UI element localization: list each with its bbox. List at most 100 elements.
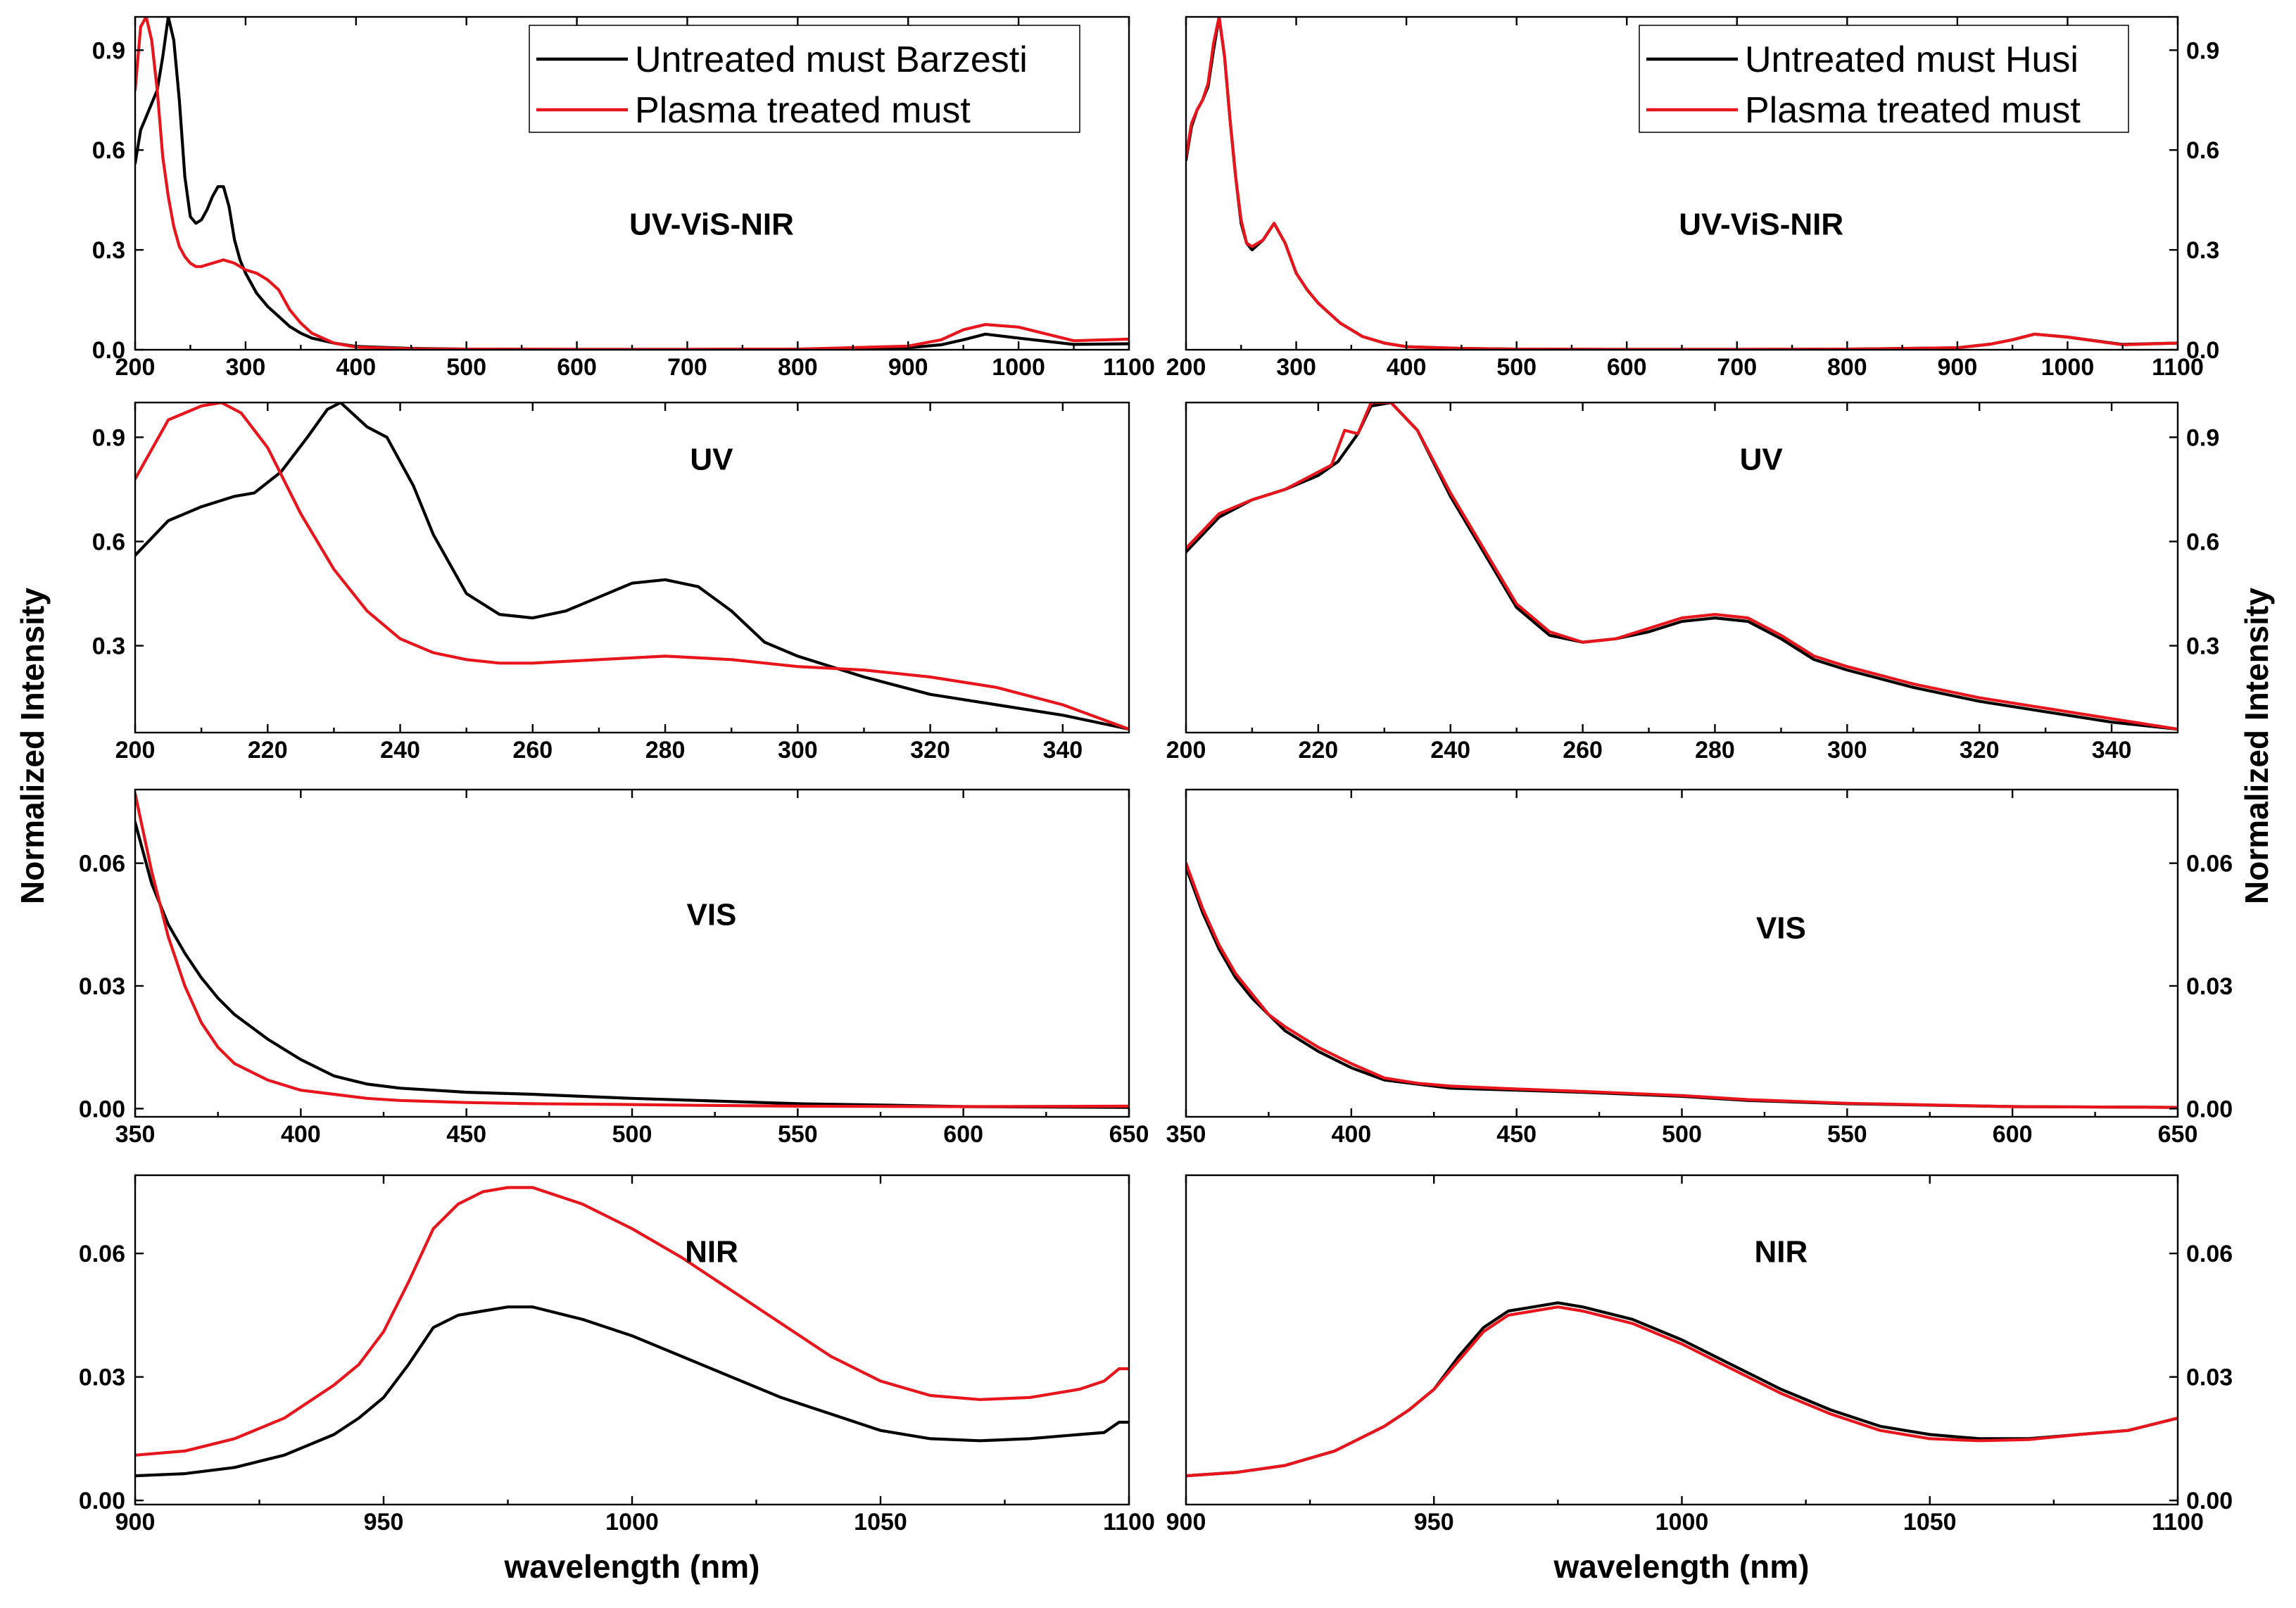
y-tick-label: 0.00 xyxy=(79,1488,125,1514)
y-tick-label: 0.3 xyxy=(2186,237,2219,264)
x-tick-label: 320 xyxy=(910,737,950,764)
plot-frame xyxy=(134,788,1130,1118)
legend: Untreated must Barzesti Plasma treated mu… xyxy=(529,25,1080,133)
panel-left-nir: 900 950 1000 1050 1100 0.00 0.03 0.06 NIR xyxy=(79,1174,1155,1536)
x-tick-label: 500 xyxy=(446,354,486,381)
x-tick-label: 200 xyxy=(115,737,156,764)
x-tick-label: 950 xyxy=(364,1509,404,1536)
series-group xyxy=(135,403,1129,731)
x-axis-title-right: wavelength (nm) xyxy=(1553,1548,1810,1585)
y-tick-label: 0.03 xyxy=(79,973,125,1000)
x-tick-label: 550 xyxy=(778,1121,818,1148)
x-tick-label: 900 xyxy=(888,354,928,381)
y-tick-label: 0.06 xyxy=(2186,851,2233,878)
x-tick-label: 260 xyxy=(1563,737,1603,764)
plot-frame xyxy=(134,401,1130,734)
panel-label: VIS xyxy=(1756,911,1806,945)
y-tick-label: 0.06 xyxy=(79,851,125,878)
x-tick-label: 340 xyxy=(2092,737,2132,764)
panel-right-uv: 200 220 240 260 280 300 320 340 0.3 0.6 0.9 UV xyxy=(1166,401,2219,764)
y-tick-label: 0.9 xyxy=(92,37,125,64)
panel-label: UV xyxy=(690,443,733,477)
y-tick-label: 0.0 xyxy=(92,337,125,364)
x-tick-label: 500 xyxy=(1662,1121,1702,1148)
y-tick-label: 0.6 xyxy=(2186,528,2219,555)
legend-box xyxy=(529,25,1080,133)
x-tick-label: 1100 xyxy=(1103,354,1155,381)
x-tick-label: 400 xyxy=(336,354,376,381)
x-tick-label: 500 xyxy=(1496,354,1537,381)
x-tick-label: 300 xyxy=(1276,354,1316,381)
x-tick-label: 200 xyxy=(1166,737,1206,764)
x-tick-label: 800 xyxy=(778,354,818,381)
x-tick-label: 900 xyxy=(115,1509,156,1536)
series-group xyxy=(1186,403,2178,731)
x-tick-label: 200 xyxy=(115,354,156,381)
y-tick-label: 0.00 xyxy=(2186,1096,2233,1122)
x-tick-label: 800 xyxy=(1827,354,1867,381)
y-tick-label: 0.06 xyxy=(2186,1241,2233,1267)
series-group xyxy=(135,1186,1129,1478)
y-tick-label: 0.3 xyxy=(2186,633,2219,660)
legend-label: Untreated must Husi xyxy=(1745,39,2079,80)
x-tick-label: 200 xyxy=(1166,354,1206,381)
x-tick-label: 500 xyxy=(612,1121,652,1148)
y-tick-label: 0.03 xyxy=(2186,973,2233,1000)
y-tick-label: 0.6 xyxy=(2186,137,2219,164)
x-tick-label: 400 xyxy=(1331,1121,1371,1148)
x-tick-label: 600 xyxy=(1993,1121,2033,1148)
legend-label: Untreated must Barzesti xyxy=(635,39,1028,80)
treated-series-line xyxy=(135,1186,1129,1457)
x-tick-label: 900 xyxy=(1166,1509,1206,1536)
y-tick-label: 0.0 xyxy=(2186,337,2219,364)
x-tick-label: 600 xyxy=(557,354,597,381)
x-tick-label: 700 xyxy=(1717,354,1757,381)
x-tick-label: 340 xyxy=(1042,737,1083,764)
untreated-series-line xyxy=(135,1305,1129,1478)
y-axis-title-right: Normalized Intensity xyxy=(2238,588,2275,904)
untreated-series-line xyxy=(1186,403,2178,731)
panel-label: NIR xyxy=(685,1235,738,1270)
x-tick-label: 650 xyxy=(2158,1121,2198,1148)
y-tick-label: 0.9 xyxy=(92,424,125,451)
x-tick-label: 700 xyxy=(667,354,707,381)
y-tick-label: 0.9 xyxy=(2186,424,2219,451)
x-tick-label: 350 xyxy=(115,1121,156,1148)
untreated-series-line xyxy=(135,403,1129,731)
x-tick-label: 1100 xyxy=(2152,354,2204,381)
y-tick-label: 0.03 xyxy=(79,1365,125,1391)
x-tick-label: 1000 xyxy=(2041,354,2095,381)
x-tick-label: 550 xyxy=(1827,1121,1867,1148)
x-tick-label: 400 xyxy=(281,1121,321,1148)
x-tick-label: 280 xyxy=(645,737,686,764)
treated-series-line xyxy=(1186,861,2178,1109)
x-tick-label: 600 xyxy=(1607,354,1647,381)
x-tick-label: 400 xyxy=(1387,354,1427,381)
x-tick-label: 1100 xyxy=(2152,1509,2204,1536)
panel-label: UV-ViS-NIR xyxy=(1679,207,1843,241)
y-tick-label: 0.6 xyxy=(92,137,125,164)
plot-frame xyxy=(1185,401,2179,734)
x-tick-label: 280 xyxy=(1695,737,1735,764)
x-tick-label: 350 xyxy=(1166,1121,1206,1148)
x-tick-label: 1050 xyxy=(854,1509,907,1536)
series-group xyxy=(1186,1301,2178,1478)
x-tick-label: 900 xyxy=(1938,354,1978,381)
x-tick-label: 240 xyxy=(1430,737,1470,764)
x-tick-label: 1100 xyxy=(1103,1509,1155,1536)
untreated-series-line xyxy=(135,821,1129,1109)
y-tick-label: 0.9 xyxy=(2186,37,2219,64)
y-tick-label: 0.00 xyxy=(2186,1488,2233,1514)
legend-box xyxy=(1639,25,2129,133)
panel-label: UV-ViS-NIR xyxy=(629,207,794,241)
treated-series-line xyxy=(135,403,1129,731)
x-axis-title-left: wavelength (nm) xyxy=(504,1548,760,1585)
x-tick-label: 300 xyxy=(1827,737,1867,764)
x-tick-label: 450 xyxy=(446,1121,486,1148)
chart-panels: 200 300 400 500 600 700 800 900 1000 11000.00.30.… xyxy=(79,15,2233,1536)
treated-series-line xyxy=(1186,1305,2178,1478)
x-tick-label: 260 xyxy=(512,737,553,764)
